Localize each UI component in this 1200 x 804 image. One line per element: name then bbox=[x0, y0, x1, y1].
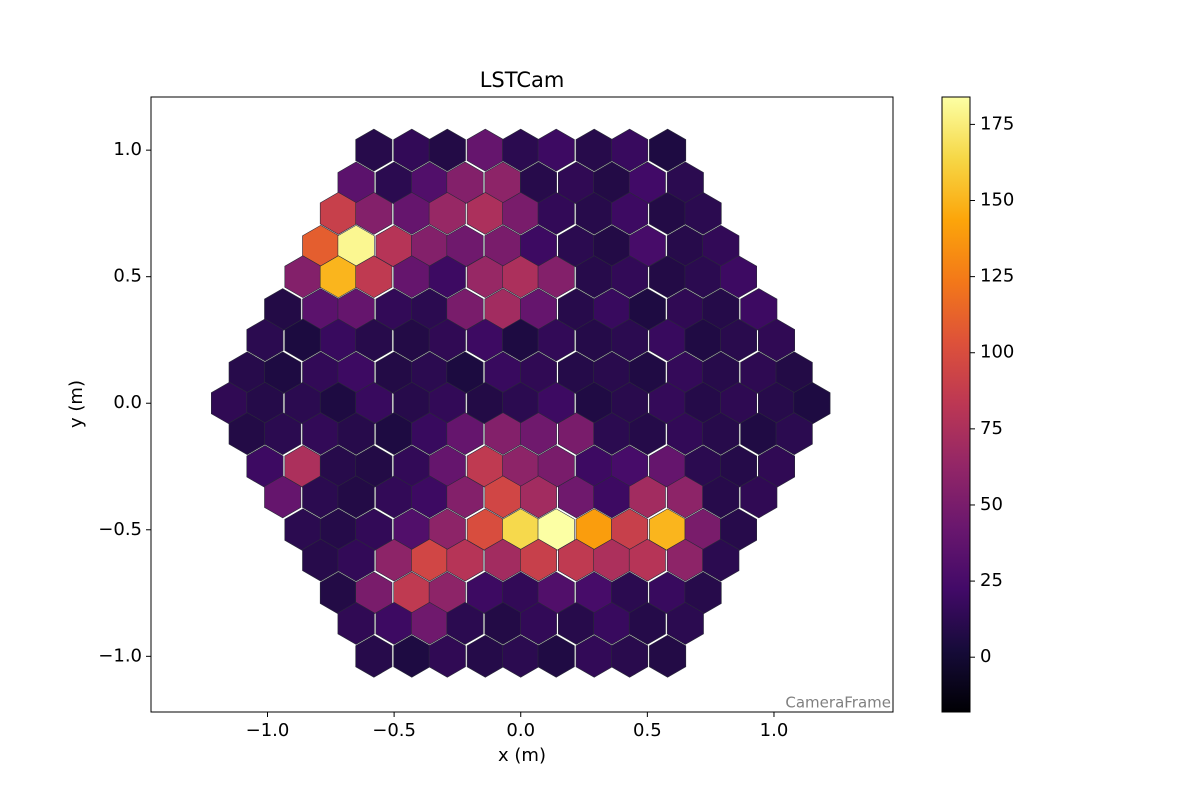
y-tick-label: −1.0 bbox=[98, 645, 142, 666]
camera-pixel bbox=[611, 128, 649, 172]
colorbar-tick-label: 0 bbox=[980, 646, 991, 667]
camera-pixel bbox=[519, 538, 557, 582]
x-tick-label: −1.0 bbox=[246, 720, 290, 741]
camera-pixel bbox=[428, 128, 466, 172]
y-tick-label: 0.5 bbox=[113, 266, 142, 287]
camera-pixel bbox=[740, 475, 778, 519]
camera-pixel bbox=[649, 634, 687, 678]
camera-pixel bbox=[666, 602, 704, 645]
camera-pixel bbox=[719, 318, 758, 362]
camera-pixel bbox=[428, 192, 466, 235]
frame-annotation: CameraFrame bbox=[785, 694, 891, 712]
camera-pixel bbox=[446, 602, 484, 645]
colorbar-tick-label: 150 bbox=[980, 190, 1014, 211]
plot-frame bbox=[150, 96, 894, 713]
camera-pixel bbox=[611, 318, 649, 362]
colorbar bbox=[941, 96, 971, 713]
camera-pixel bbox=[428, 634, 466, 678]
camera-pixel bbox=[337, 602, 375, 645]
camera-pixel bbox=[446, 538, 484, 582]
camera-pixel bbox=[337, 475, 375, 519]
x-axis-label: x (m) bbox=[498, 745, 546, 766]
y-tick-label: −0.5 bbox=[98, 519, 142, 540]
camera-pixel bbox=[702, 538, 740, 582]
y-axis-label: y (m) bbox=[66, 380, 87, 428]
colorbar-tick-label: 25 bbox=[980, 570, 1003, 591]
camera-pixel bbox=[537, 318, 575, 362]
y-tick-label: 1.0 bbox=[113, 139, 142, 160]
x-tick-label: −0.5 bbox=[372, 720, 416, 741]
camera-pixel bbox=[264, 475, 302, 519]
camera-pixel bbox=[355, 634, 393, 678]
camera-pixel bbox=[628, 602, 666, 645]
camera-pixel bbox=[355, 128, 393, 172]
x-tick-label: 0.0 bbox=[506, 720, 535, 741]
colorbar-tick-label: 100 bbox=[980, 342, 1014, 363]
camera-pixel bbox=[246, 318, 284, 362]
x-tick-label: 0.5 bbox=[633, 720, 662, 741]
camera-pixel bbox=[628, 412, 666, 455]
colorbar-tick-label: 75 bbox=[980, 418, 1003, 439]
camera-pixel bbox=[355, 192, 393, 235]
camera-pixel bbox=[446, 475, 484, 519]
camera-pixel bbox=[355, 255, 393, 299]
camera-pixel bbox=[611, 192, 649, 235]
camera-pixel bbox=[719, 255, 758, 299]
camera-pixel bbox=[537, 128, 575, 172]
camera-pixel bbox=[537, 192, 575, 235]
camera-pixel bbox=[428, 318, 466, 362]
camera-pixels bbox=[211, 128, 831, 678]
camera-pixel bbox=[628, 475, 666, 519]
camera-pixel bbox=[684, 192, 722, 235]
x-tick-label: 1.0 bbox=[760, 720, 789, 741]
camera-pixel bbox=[537, 255, 575, 299]
camera-pixel bbox=[519, 412, 557, 455]
camera-pixel bbox=[649, 128, 687, 172]
camera-pixel bbox=[264, 412, 302, 455]
camera-pixel bbox=[628, 538, 666, 582]
camera-pixel bbox=[519, 475, 557, 519]
camera-pixel bbox=[611, 634, 649, 678]
colorbar-tick-label: 50 bbox=[980, 494, 1003, 515]
camera-pixel bbox=[519, 602, 557, 645]
camera-pixel bbox=[757, 318, 796, 362]
y-tick-label: 0.0 bbox=[113, 392, 142, 413]
camera-pixel bbox=[611, 255, 649, 299]
camera-pixel bbox=[428, 255, 466, 299]
camera-pixel bbox=[702, 475, 740, 519]
camera-pixel bbox=[337, 412, 375, 455]
camera-pixel bbox=[775, 412, 813, 455]
camera-pixel bbox=[337, 538, 375, 582]
colorbar-tick-label: 175 bbox=[980, 113, 1014, 134]
camera-pixel bbox=[446, 412, 484, 455]
camera-pixel bbox=[537, 634, 575, 678]
camera-pixel bbox=[355, 318, 393, 362]
colorbar-tick-label: 125 bbox=[980, 266, 1014, 287]
camera-pixel bbox=[702, 412, 740, 455]
chart-title: LSTCam bbox=[480, 68, 565, 92]
